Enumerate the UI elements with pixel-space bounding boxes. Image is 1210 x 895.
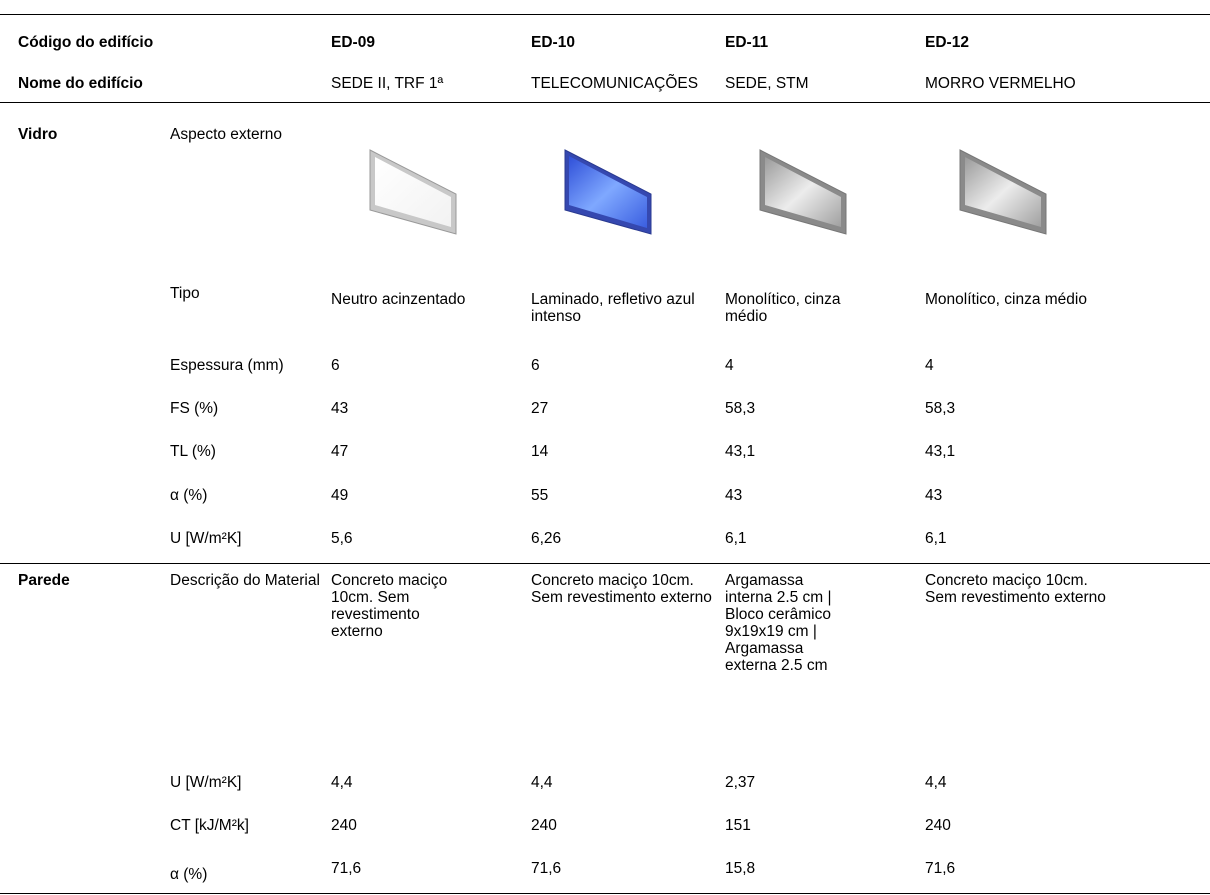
cell: 58,3 <box>725 400 756 417</box>
glass-icon <box>564 149 652 235</box>
cell: Monolítico, cinza médio <box>725 291 841 325</box>
cell: 49 <box>331 487 349 504</box>
cell: 58,3 <box>925 400 956 417</box>
building-name: SEDE II, TRF 1ª <box>331 75 444 92</box>
header-label: Código do edifício <box>18 34 154 51</box>
group-label: Vidro <box>18 126 58 143</box>
cell: 5,6 <box>331 530 353 547</box>
rule <box>0 14 1210 15</box>
building-name: TELECOMUNICAÇÕES <box>531 75 699 92</box>
group-label: Parede <box>18 572 70 589</box>
cell: 4,4 <box>925 774 947 791</box>
cell: 43,1 <box>925 443 956 460</box>
row-label: α (%) <box>170 866 208 883</box>
cell: Laminado, refletivo azul intenso <box>531 291 695 325</box>
cell: Concreto maciço 10cm. Sem revestimento e… <box>531 572 712 606</box>
rule <box>0 563 1210 564</box>
glass-icon <box>369 149 457 235</box>
cell: 6,1 <box>925 530 947 547</box>
row-label: Tipo <box>170 285 200 302</box>
row-label: α (%) <box>170 487 208 504</box>
cell: Argamassa interna 2.5 cm | Bloco cerâmic… <box>725 572 832 674</box>
row-label: Espessura (mm) <box>170 357 284 374</box>
row-label: U [W/m²K] <box>170 774 242 791</box>
building-code: ED-10 <box>531 34 575 51</box>
cell: 6 <box>331 357 340 374</box>
row-label: U [W/m²K] <box>170 530 242 547</box>
rule <box>0 102 1210 103</box>
building-code: ED-09 <box>331 34 375 51</box>
cell: 4,4 <box>331 774 353 791</box>
cell: 43 <box>925 487 943 504</box>
building-name: SEDE, STM <box>725 75 809 92</box>
cell: 55 <box>531 487 549 504</box>
cell: 240 <box>925 817 951 834</box>
cell: 71,6 <box>925 860 956 877</box>
cell: 4 <box>925 357 934 374</box>
cell: 151 <box>725 817 751 834</box>
cell: 14 <box>531 443 549 460</box>
glass-icon <box>759 149 847 235</box>
cell: 6,26 <box>531 530 562 547</box>
building-name: MORRO VERMELHO <box>925 75 1076 92</box>
cell: Neutro acinzentado <box>331 291 466 308</box>
cell: Concreto maciço 10cm. Sem revestimento e… <box>331 572 448 640</box>
cell: Monolítico, cinza médio <box>925 291 1087 308</box>
cell: 4,4 <box>531 774 553 791</box>
building-code: ED-12 <box>925 34 969 51</box>
cell: 4 <box>725 357 734 374</box>
cell: 71,6 <box>531 860 562 877</box>
cell: Concreto maciço 10cm. Sem revestimento e… <box>925 572 1106 606</box>
row-label: Nome do edifício <box>18 75 143 92</box>
cell: 43 <box>725 487 743 504</box>
row-label: TL (%) <box>170 443 216 460</box>
cell: 71,6 <box>331 860 362 877</box>
cell: 240 <box>331 817 357 834</box>
cell: 47 <box>331 443 349 460</box>
cell: 6,1 <box>725 530 747 547</box>
rule <box>0 893 1210 894</box>
building-code: ED-11 <box>725 34 769 51</box>
glass-icon <box>959 149 1047 235</box>
cell: 43 <box>331 400 349 417</box>
cell: 240 <box>531 817 557 834</box>
row-label: Aspecto externo <box>170 126 283 143</box>
row-label: CT [kJ/M²k] <box>170 817 249 834</box>
cell: 27 <box>531 400 549 417</box>
cell: 6 <box>531 357 540 374</box>
cell: 15,8 <box>725 860 756 877</box>
row-label: Descrição do Material <box>170 572 320 589</box>
cell: 2,37 <box>725 774 756 791</box>
cell: 43,1 <box>725 443 756 460</box>
row-label: FS (%) <box>170 400 219 417</box>
